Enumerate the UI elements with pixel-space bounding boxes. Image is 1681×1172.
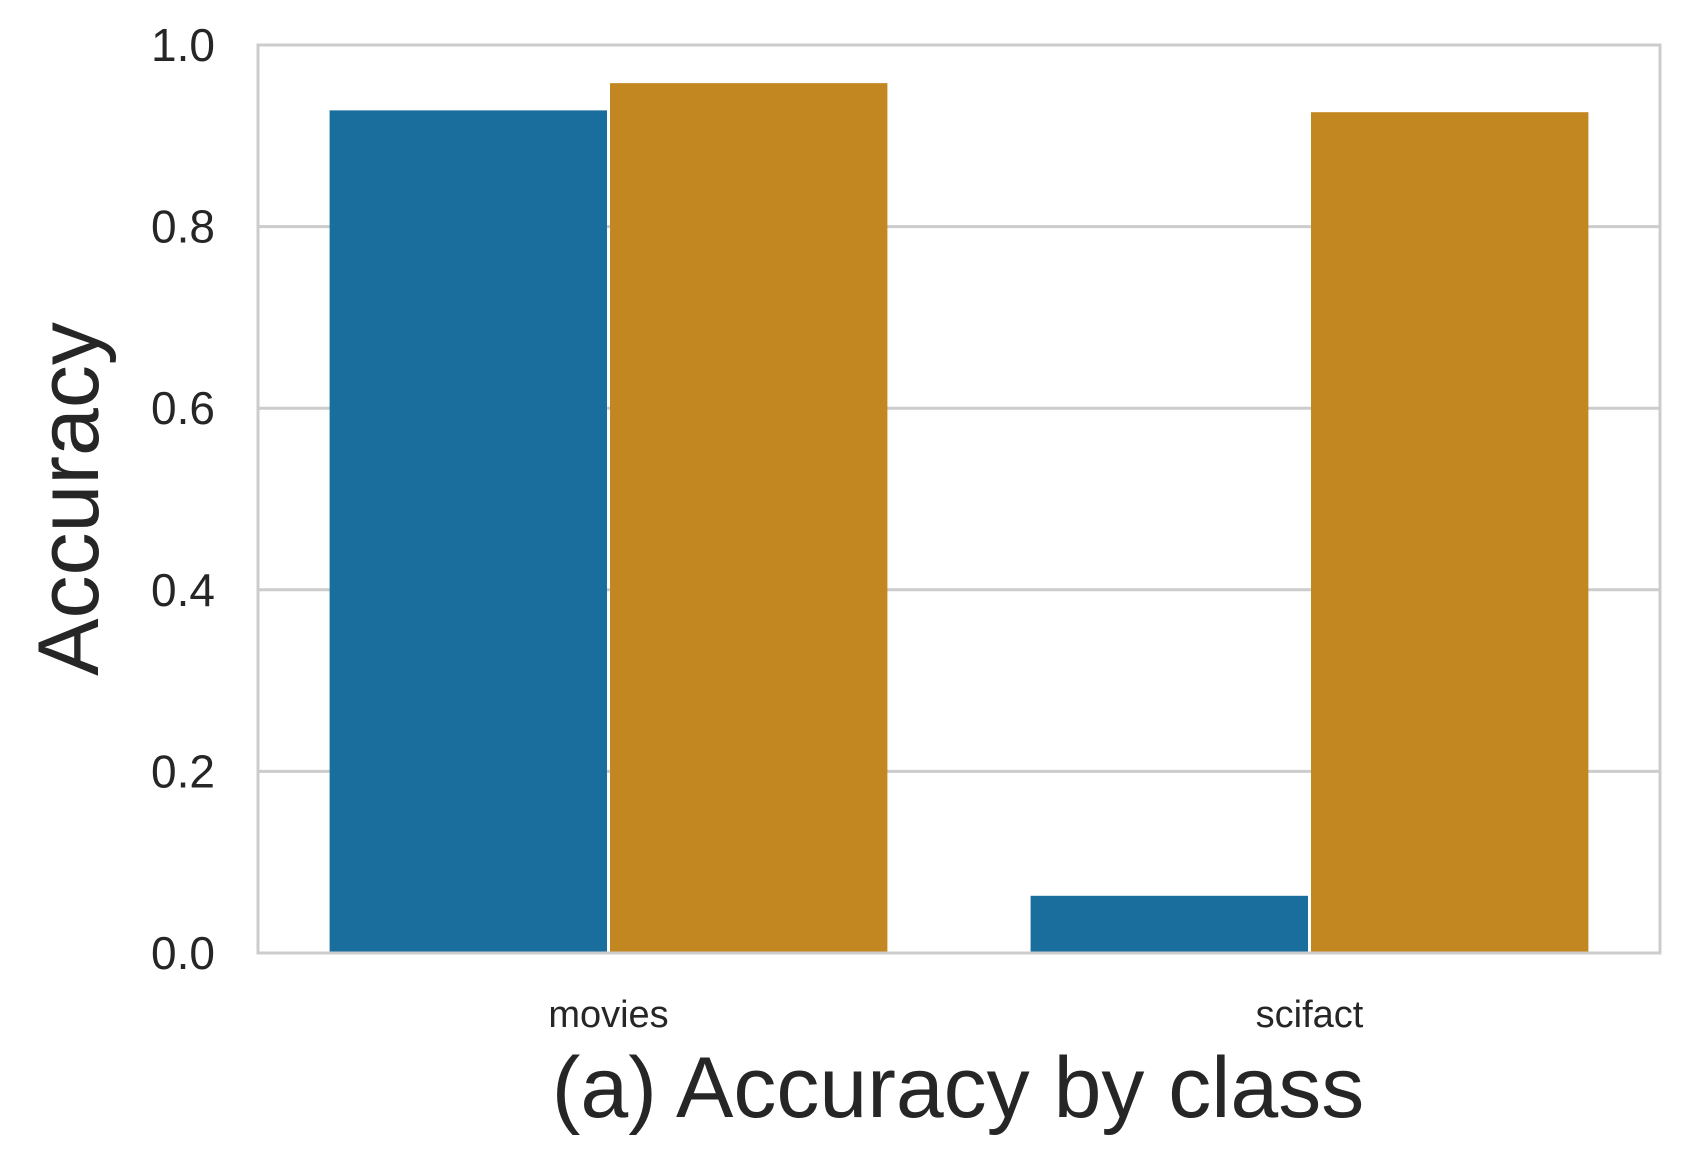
y-tick-label: 0.8 <box>151 201 215 253</box>
x-tick-label: movies <box>548 994 668 1036</box>
y-tick-label: 0.2 <box>151 745 215 797</box>
bar-scifact-series-1 <box>1030 895 1308 953</box>
bar-scifact-series-2 <box>1311 112 1589 953</box>
y-tick-label: 0.4 <box>151 564 215 616</box>
y-tick-label: 1.0 <box>151 19 215 71</box>
y-axis-label: Accuracy <box>21 322 117 676</box>
x-tick-labels: movies scifact <box>548 994 1363 1036</box>
x-tick-label: scifact <box>1256 994 1364 1036</box>
bars <box>329 83 1589 954</box>
x-axis-label: (a) Accuracy by class <box>552 1040 1364 1136</box>
y-tick-labels: 0.0 0.2 0.4 0.6 0.8 1.0 <box>151 19 215 979</box>
plot-frame <box>256 43 1662 955</box>
bar-movies-series-1 <box>329 110 607 954</box>
y-tick-label: 0.6 <box>151 382 215 434</box>
bar-movies-series-2 <box>610 83 888 954</box>
y-tick-label: 0.0 <box>151 927 215 979</box>
